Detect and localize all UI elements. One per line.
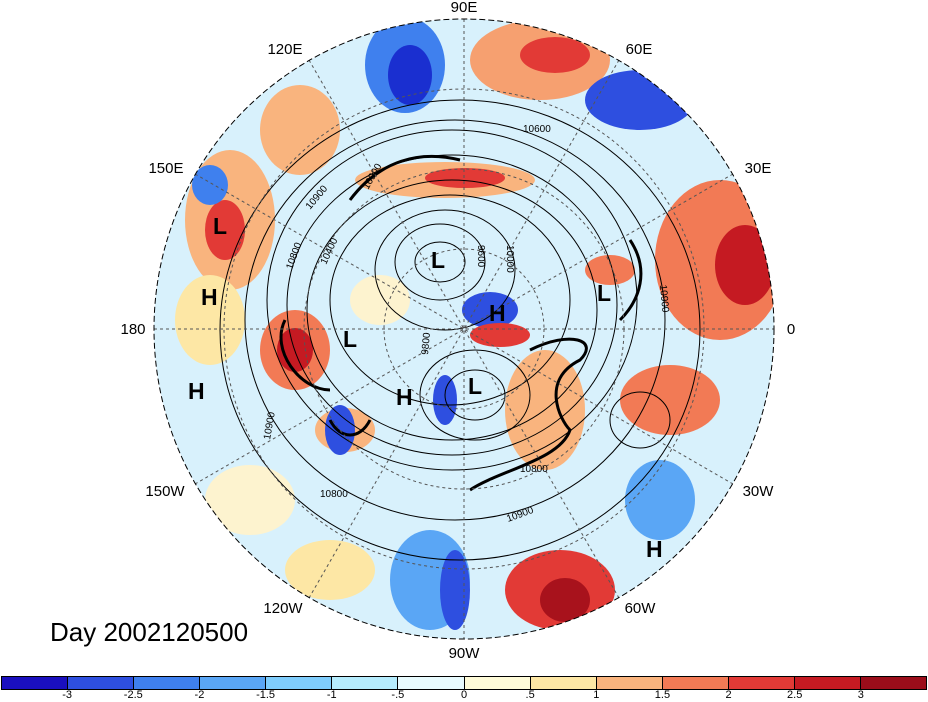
colorbar-segment bbox=[596, 677, 663, 689]
lon-label-60w: 60W bbox=[625, 600, 657, 617]
colorbar-segment bbox=[861, 677, 927, 689]
colorbar-segment bbox=[200, 677, 267, 689]
colorbar bbox=[1, 676, 927, 690]
colorbar-segment bbox=[2, 677, 69, 689]
colorbar-tick-label: -1.5 bbox=[256, 689, 276, 701]
colorbar-segment bbox=[662, 677, 729, 689]
lon-label-150e: 150E bbox=[148, 160, 183, 177]
pressure-center-label: H bbox=[489, 300, 506, 326]
contour-label: 10900 bbox=[262, 411, 278, 441]
contour-label: 9600 bbox=[475, 245, 486, 268]
colorbar-tick-label: -3 bbox=[62, 689, 73, 701]
jet-contours bbox=[279, 154, 643, 492]
lon-label-90w: 90W bbox=[449, 645, 481, 662]
colorbar-tick-label: 2.5 bbox=[787, 689, 803, 701]
colorbar-segment bbox=[68, 677, 135, 689]
lon-label-150w: 150W bbox=[145, 483, 185, 500]
pressure-center-label: H bbox=[396, 384, 413, 410]
colorbar-segment bbox=[794, 677, 862, 689]
lon-label-0: 0 bbox=[787, 321, 795, 338]
colorbar-segment bbox=[728, 677, 795, 689]
pressure-center-label: H bbox=[188, 378, 205, 404]
contour-label: 10800 bbox=[320, 489, 348, 500]
lon-label-120e: 120E bbox=[267, 41, 302, 58]
contour-label: 10000 bbox=[504, 245, 515, 273]
colorbar-tick-label: 1 bbox=[593, 689, 600, 701]
pressure-center-label: L bbox=[213, 213, 227, 239]
contour-label: 10900 bbox=[657, 284, 670, 313]
colorbar-tick-label: 0 bbox=[460, 689, 468, 701]
lon-label-90e: 90E bbox=[451, 0, 478, 16]
lon-label-30w: 30W bbox=[743, 483, 775, 500]
colorbar-segment bbox=[530, 677, 597, 689]
map-border bbox=[153, 18, 775, 640]
pressure-center-label: L bbox=[468, 373, 482, 399]
colorbar-tick-label: 2 bbox=[725, 689, 732, 701]
lon-label-120w: 120W bbox=[263, 600, 303, 617]
colorbar-tick-label: 3 bbox=[857, 689, 864, 701]
colorbar-tick-label: -1 bbox=[326, 689, 337, 701]
contour-label: 10800 bbox=[520, 464, 548, 475]
pressure-center-label: L bbox=[343, 326, 357, 352]
colorbar-tick-label: -2.5 bbox=[123, 689, 143, 701]
colorbar-tick-label: -2 bbox=[194, 689, 205, 701]
colorbar-segment bbox=[266, 677, 333, 689]
map-title: Day 2002120500 bbox=[50, 617, 249, 647]
lon-label-60e: 60E bbox=[626, 41, 653, 58]
pressure-center-label: L bbox=[597, 280, 611, 306]
anomaly-field bbox=[154, 19, 774, 639]
lon-label-180: 180 bbox=[120, 321, 145, 338]
colorbar-tick-label: -.5 bbox=[391, 689, 405, 701]
pressure-center-label: H bbox=[201, 284, 218, 310]
graticule bbox=[154, 19, 774, 639]
colorbar-tick-label: .5 bbox=[525, 689, 535, 701]
colorbar-segment bbox=[398, 677, 465, 689]
pressure-center-label: H bbox=[646, 536, 663, 562]
colorbar-segment bbox=[332, 677, 399, 689]
colorbar-tick-label: 1.5 bbox=[654, 689, 671, 701]
pressure-center-label: L bbox=[431, 247, 445, 273]
contour-label: 10600 bbox=[523, 124, 551, 135]
colorbar-segment bbox=[134, 677, 201, 689]
height-contours bbox=[219, 99, 701, 561]
colorbar-segment bbox=[464, 677, 531, 689]
lon-label-30e: 30E bbox=[745, 160, 772, 177]
contour-label: 9800 bbox=[420, 332, 433, 356]
